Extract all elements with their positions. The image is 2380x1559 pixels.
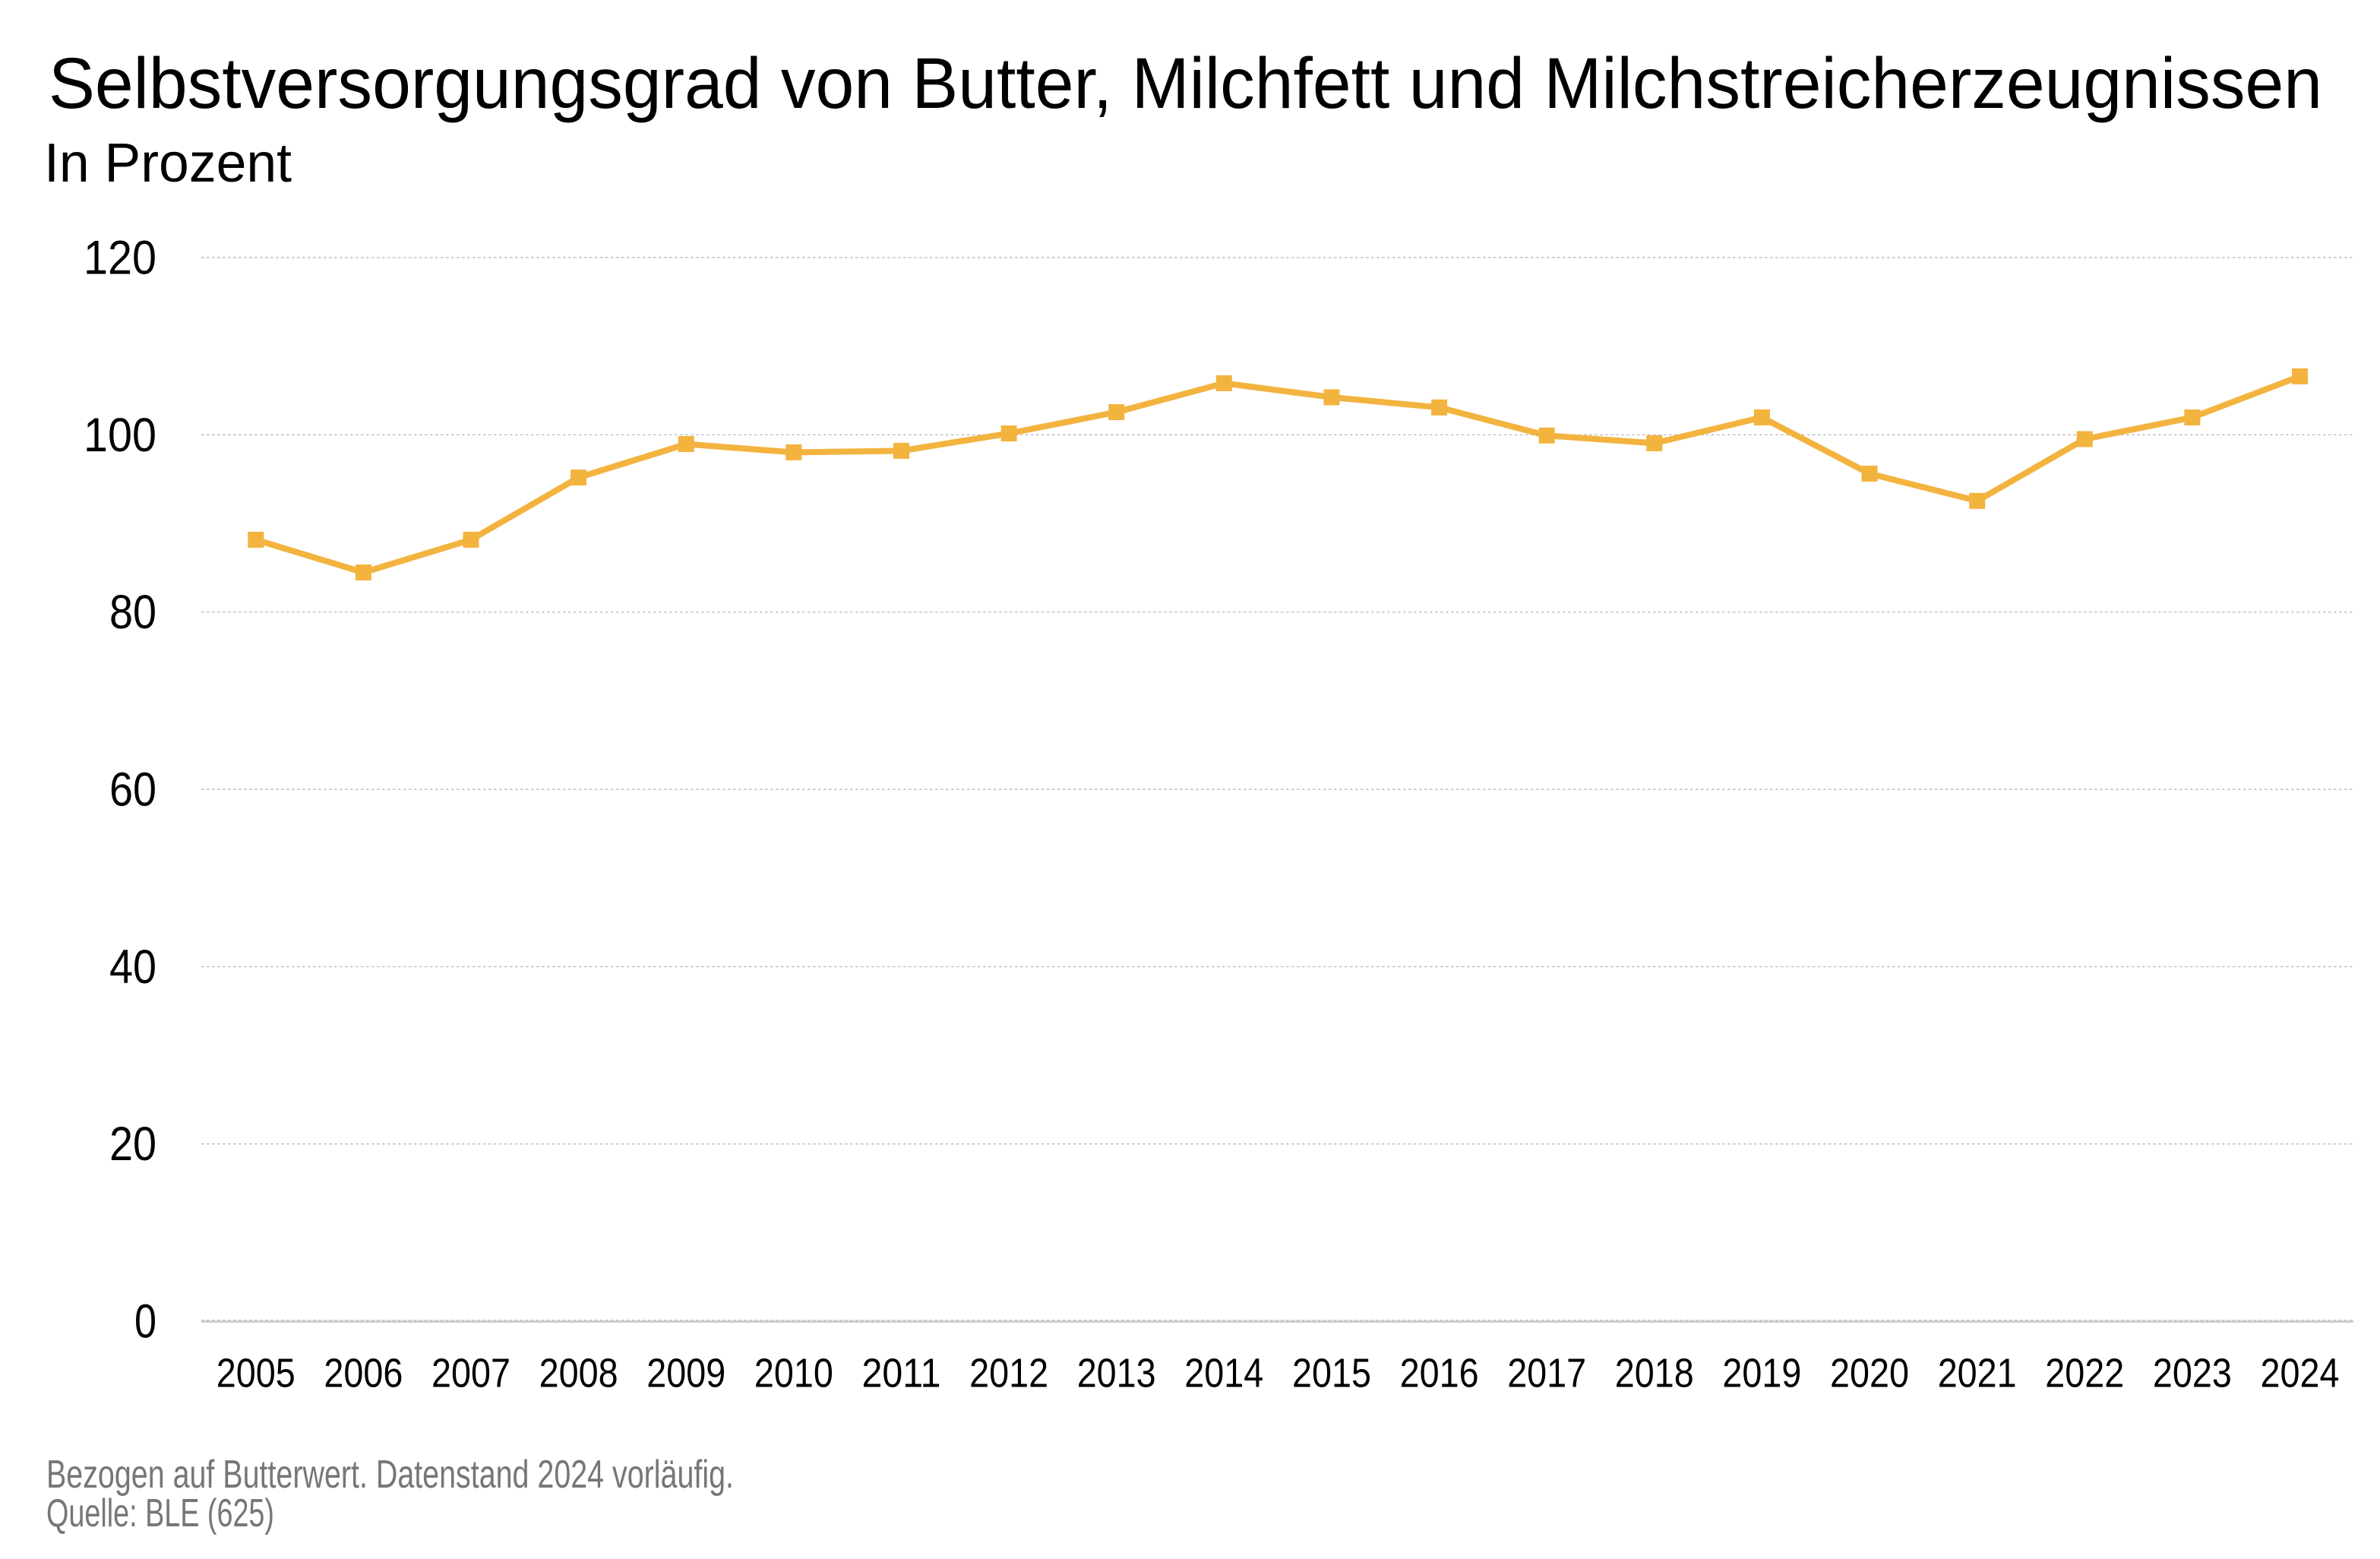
svg-text:100: 100 — [84, 409, 156, 462]
svg-text:2013: 2013 — [1077, 1352, 1156, 1396]
svg-text:In Prozent: In Prozent — [44, 133, 292, 194]
svg-text:20: 20 — [109, 1118, 156, 1171]
svg-text:2021: 2021 — [1938, 1352, 2017, 1396]
svg-text:40: 40 — [109, 941, 156, 994]
svg-text:2011: 2011 — [862, 1352, 941, 1396]
svg-text:2023: 2023 — [2153, 1352, 2232, 1396]
svg-text:Quelle: BLE (625): Quelle: BLE (625) — [46, 1491, 274, 1535]
svg-text:2014: 2014 — [1184, 1352, 1263, 1396]
svg-text:2019: 2019 — [1722, 1352, 1801, 1396]
svg-text:60: 60 — [109, 764, 156, 817]
svg-text:2009: 2009 — [646, 1352, 725, 1396]
svg-text:2010: 2010 — [754, 1352, 833, 1396]
svg-text:2022: 2022 — [2045, 1352, 2124, 1396]
svg-text:2015: 2015 — [1292, 1352, 1371, 1396]
svg-text:0: 0 — [134, 1295, 156, 1349]
svg-text:2006: 2006 — [324, 1352, 403, 1396]
svg-text:2007: 2007 — [431, 1352, 510, 1396]
svg-text:Bezogen auf Butterwert. Datens: Bezogen auf Butterwert. Datenstand 2024 … — [46, 1453, 734, 1497]
svg-text:2012: 2012 — [969, 1352, 1048, 1396]
svg-text:2016: 2016 — [1400, 1352, 1479, 1396]
svg-text:2005: 2005 — [217, 1352, 296, 1396]
svg-text:80: 80 — [109, 586, 156, 639]
svg-text:Selbstversorgungsgrad von Butt: Selbstversorgungsgrad von Butter, Milchf… — [49, 43, 2322, 124]
svg-text:2008: 2008 — [539, 1352, 618, 1396]
svg-text:120: 120 — [84, 232, 156, 285]
svg-text:2017: 2017 — [1507, 1352, 1586, 1396]
svg-text:2020: 2020 — [1830, 1352, 1909, 1396]
svg-text:2018: 2018 — [1615, 1352, 1694, 1396]
svg-text:2024: 2024 — [2261, 1352, 2340, 1396]
